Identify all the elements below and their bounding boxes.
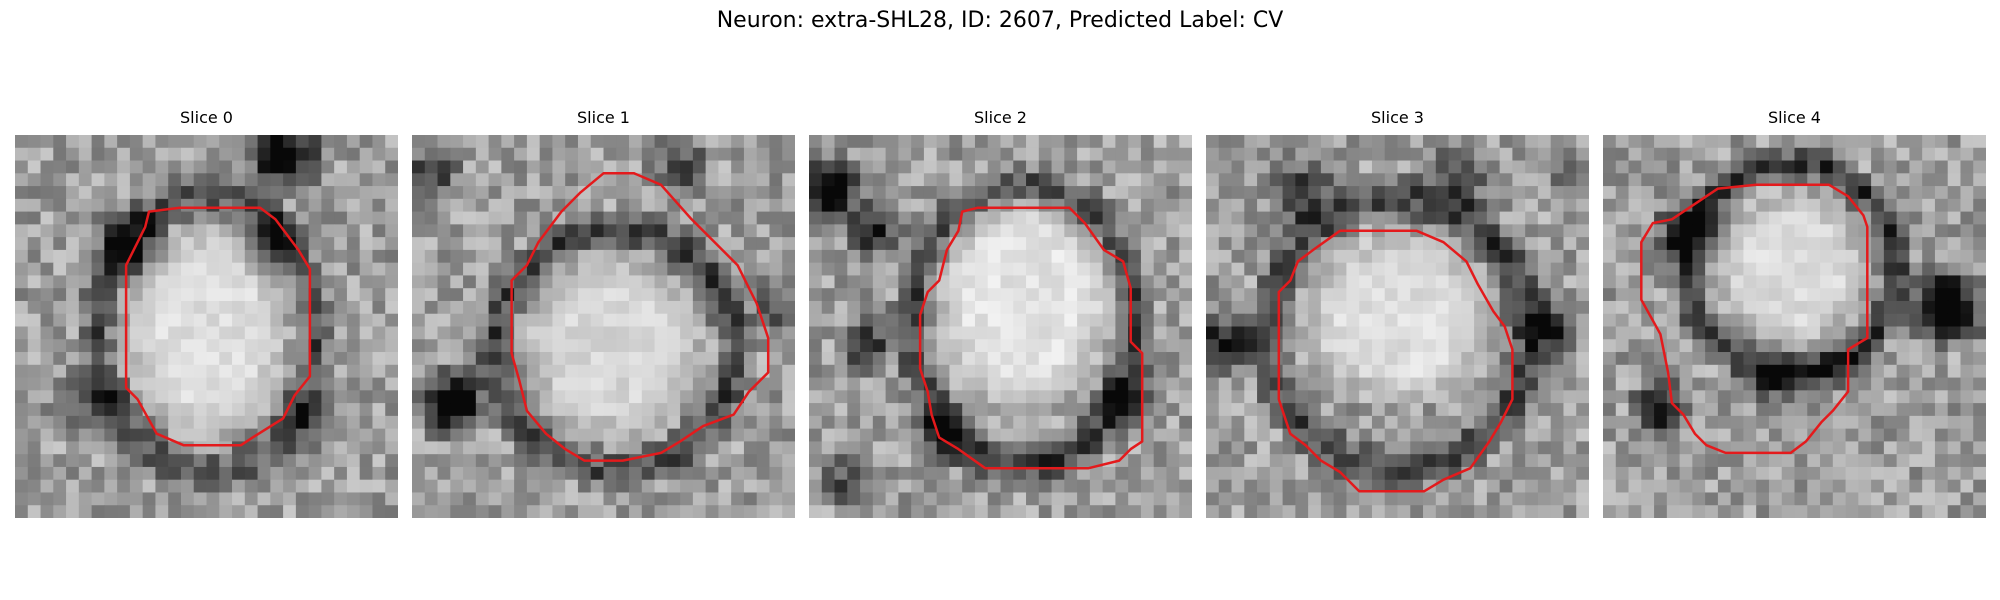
- slice-title-4: Slice 4: [1768, 108, 1821, 127]
- slice-panel-3: Slice 3: [1206, 108, 1589, 518]
- segmentation-contour-3: [1277, 229, 1514, 493]
- slice-image-1: [412, 135, 795, 518]
- slice-image-4: [1603, 135, 1986, 518]
- slice-image-3: [1206, 135, 1589, 518]
- slice-image-2: [809, 135, 1192, 518]
- slice-image-0: [15, 135, 398, 518]
- segmentation-contour-1: [510, 172, 770, 462]
- slice-panel-0: Slice 0: [15, 108, 398, 518]
- segmentation-contour-4: [1640, 183, 1869, 455]
- segmentation-contour-2: [918, 206, 1144, 470]
- slice-panel-1: Slice 1: [412, 108, 795, 518]
- slice-title-3: Slice 3: [1371, 108, 1424, 127]
- slice-panel-2: Slice 2: [809, 108, 1192, 518]
- slice-title-0: Slice 0: [180, 108, 233, 127]
- slice-title-2: Slice 2: [974, 108, 1027, 127]
- slice-panel-4: Slice 4: [1603, 108, 1986, 518]
- segmentation-contour-0: [124, 206, 312, 447]
- slice-title-1: Slice 1: [577, 108, 630, 127]
- figure-title: Neuron: extra-SHL28, ID: 2607, Predicted…: [716, 8, 1284, 33]
